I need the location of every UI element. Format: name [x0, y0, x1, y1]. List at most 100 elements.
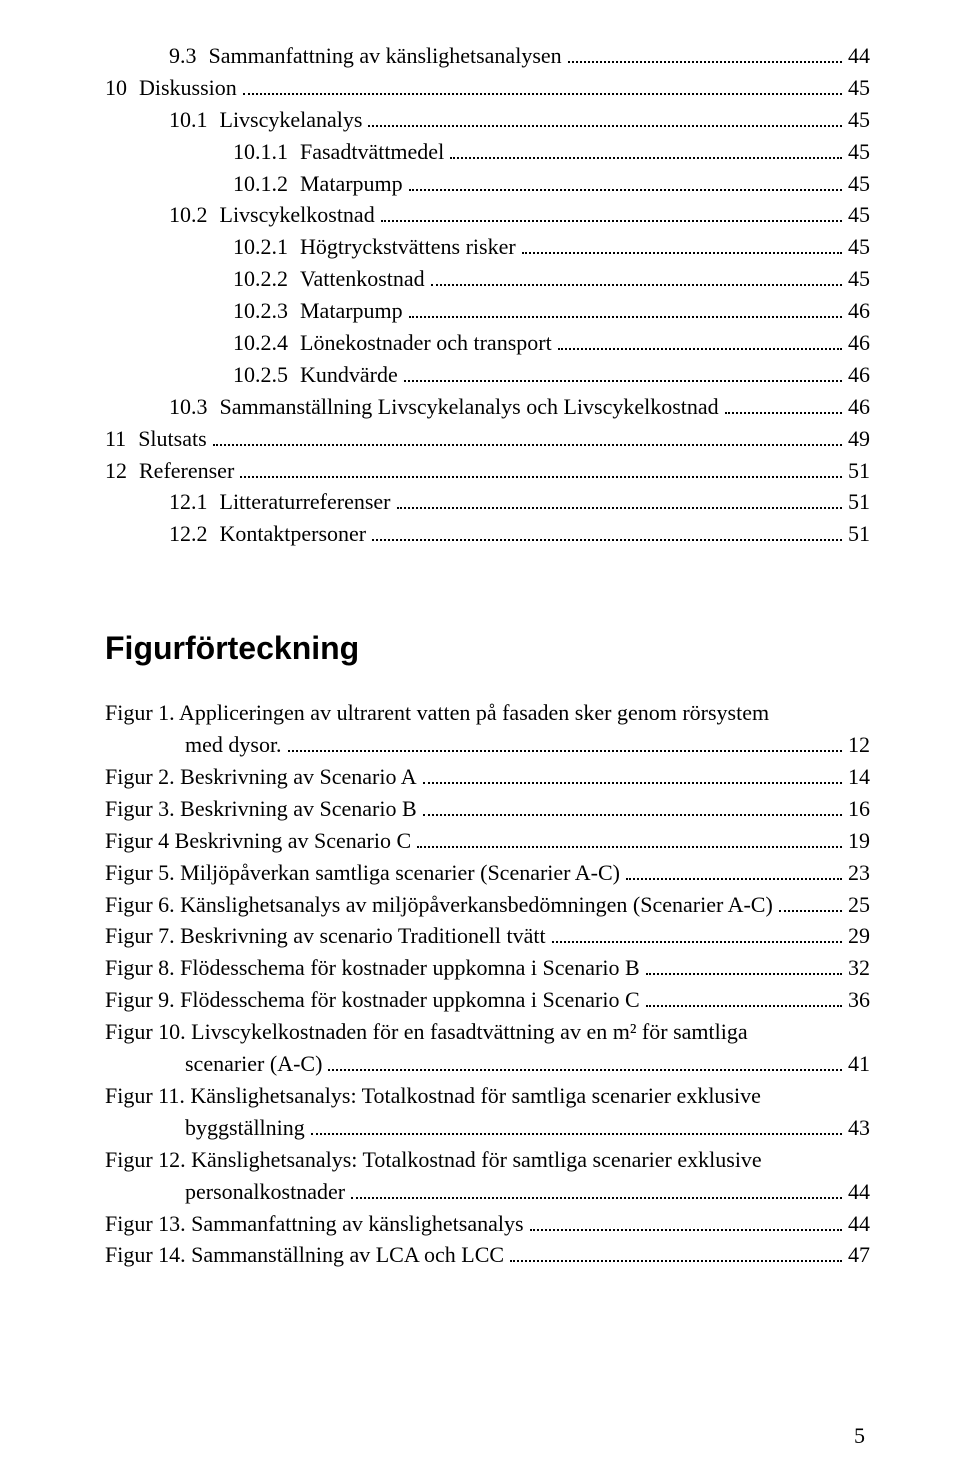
toc-leader [213, 424, 842, 446]
figure-page: 47 [848, 1239, 870, 1271]
figure-entry: Figur 4 Beskrivning av Scenario C19 [105, 825, 870, 857]
figure-entry: Figur 2. Beskrivning av Scenario A14 [105, 761, 870, 793]
figure-page: 16 [848, 793, 870, 825]
toc-entry: 10.2.1Högtryckstvättens risker45 [105, 231, 870, 263]
figure-label: Figur 5. Miljöpåverkan samtliga scenarie… [105, 857, 620, 889]
toc-number: 10.1.2 [233, 168, 288, 200]
figure-entry: Figur 11. Känslighetsanalys: Totalkostna… [105, 1080, 870, 1144]
figure-label: Figur 8. Flödesschema för kostnader uppk… [105, 952, 640, 984]
figure-entry: Figur 5. Miljöpåverkan samtliga scenarie… [105, 857, 870, 889]
figure-label: Figur 6. Känslighetsanalys av miljöpåver… [105, 889, 773, 921]
toc-number: 10 [105, 72, 127, 104]
toc-page: 46 [848, 327, 870, 359]
figure-page: 43 [848, 1112, 870, 1144]
figure-entry: Figur 8. Flödesschema för kostnader uppk… [105, 952, 870, 984]
figure-entry: Figur 10. Livscykelkostnaden för en fasa… [105, 1016, 870, 1080]
figure-entry: Figur 13. Sammanfattning av känslighetsa… [105, 1208, 870, 1240]
figure-list-heading: Figurförteckning [105, 630, 870, 667]
figure-leader [417, 826, 842, 848]
toc-label: Lönekostnader och transport [300, 327, 552, 359]
figure-label: Figur 9. Flödesschema för kostnader uppk… [105, 984, 640, 1016]
toc-label: Referenser [139, 455, 234, 487]
toc-label: Livscykelkostnad [220, 199, 375, 231]
toc-entry: 10.2.5 Kundvärde 46 [105, 359, 870, 391]
figure-label: med dysor. [185, 729, 282, 761]
toc-label: Livscykelanalys [220, 104, 363, 136]
figure-entry: Figur 14. Sammanställning av LCA och LCC… [105, 1239, 870, 1271]
toc-leader [368, 105, 842, 127]
figure-page: 14 [848, 761, 870, 793]
figure-leader [552, 922, 842, 944]
toc-label: Kundvärde [300, 359, 398, 391]
toc-leader [240, 456, 842, 478]
figure-leader [779, 890, 842, 912]
figure-leader [646, 985, 842, 1007]
figure-page: 23 [848, 857, 870, 889]
figure-label: scenarier (A-C) [185, 1048, 322, 1080]
figure-page: 25 [848, 889, 870, 921]
toc-page: 45 [848, 104, 870, 136]
toc-entry: 10.2.2 Vattenkostnad 45 [105, 263, 870, 295]
toc-label: Matarpump [300, 168, 403, 200]
toc-entry: 10.1 Livscykelanalys 45 [105, 104, 870, 136]
figure-leader [530, 1209, 842, 1231]
page-number: 5 [854, 1423, 865, 1449]
figure-page: 32 [848, 952, 870, 984]
figure-entry: Figur 6. Känslighetsanalys av miljöpåver… [105, 889, 870, 921]
figure-page: 44 [848, 1208, 870, 1240]
toc-entry: 10Diskussion45 [105, 72, 870, 104]
toc-entry: 10.2.3Matarpump46 [105, 295, 870, 327]
toc-leader [243, 73, 842, 95]
figure-entry: Figur 7. Beskrivning av scenario Traditi… [105, 920, 870, 952]
figure-label: Figur 1. Appliceringen av ultrarent vatt… [105, 697, 870, 729]
toc-page: 45 [848, 199, 870, 231]
toc-label: Diskussion [139, 72, 237, 104]
toc-number: 10.1.1 [233, 136, 288, 168]
toc-page: 51 [848, 518, 870, 550]
toc-page: 44 [848, 40, 870, 72]
figure-label: personalkostnader [185, 1176, 345, 1208]
toc-entry: 10.2.4 Lönekostnader och transport 46 [105, 327, 870, 359]
toc-label: Sammanställning Livscykelanalys och Livs… [220, 391, 719, 423]
figure-entry: Figur 9. Flödesschema för kostnader uppk… [105, 984, 870, 1016]
toc-leader [409, 296, 842, 318]
figure-page: 12 [848, 729, 870, 761]
figure-label: Figur 3. Beskrivning av Scenario B [105, 793, 417, 825]
toc-entry: 10.3Sammanställning Livscykelanalys och … [105, 391, 870, 423]
toc-entry: 11Slutsats49 [105, 423, 870, 455]
toc-leader [381, 201, 842, 223]
toc-label: Fasadtvättmedel [300, 136, 444, 168]
toc-leader [522, 233, 842, 255]
toc-number: 12.2 [169, 518, 208, 550]
figure-label: Figur 14. Sammanställning av LCA och LCC [105, 1239, 504, 1271]
figure-label: Figur 4 Beskrivning av Scenario C [105, 825, 411, 857]
toc-page: 49 [848, 423, 870, 455]
toc-label: Högtryckstvättens risker [300, 231, 516, 263]
figure-leader [311, 1113, 842, 1135]
figure-leader [423, 762, 842, 784]
figure-leader [288, 730, 842, 752]
toc-label: Vattenkostnad [300, 263, 425, 295]
toc-leader [431, 264, 842, 286]
toc-entry: 10.2Livscykelkostnad45 [105, 199, 870, 231]
toc-number: 12.1 [169, 486, 208, 518]
toc-leader [404, 360, 842, 382]
toc-page: 45 [848, 231, 870, 263]
toc-number: 10.2.5 [233, 359, 288, 391]
toc-leader [397, 488, 843, 510]
toc-page: 46 [848, 391, 870, 423]
toc-page: 45 [848, 263, 870, 295]
toc-number: 9.3 [169, 40, 197, 72]
figure-page: 36 [848, 984, 870, 1016]
figure-leader [351, 1177, 842, 1199]
table-of-contents: 9.3Sammanfattning av känslighetsanalysen… [105, 40, 870, 550]
toc-number: 10.2.4 [233, 327, 288, 359]
toc-number: 10.1 [169, 104, 208, 136]
toc-number: 10.2.2 [233, 263, 288, 295]
toc-leader [372, 520, 842, 542]
toc-page: 46 [848, 359, 870, 391]
figure-leader [646, 954, 842, 976]
toc-entry: 12.1Litteraturreferenser51 [105, 486, 870, 518]
toc-leader [568, 41, 842, 63]
toc-page: 45 [848, 136, 870, 168]
